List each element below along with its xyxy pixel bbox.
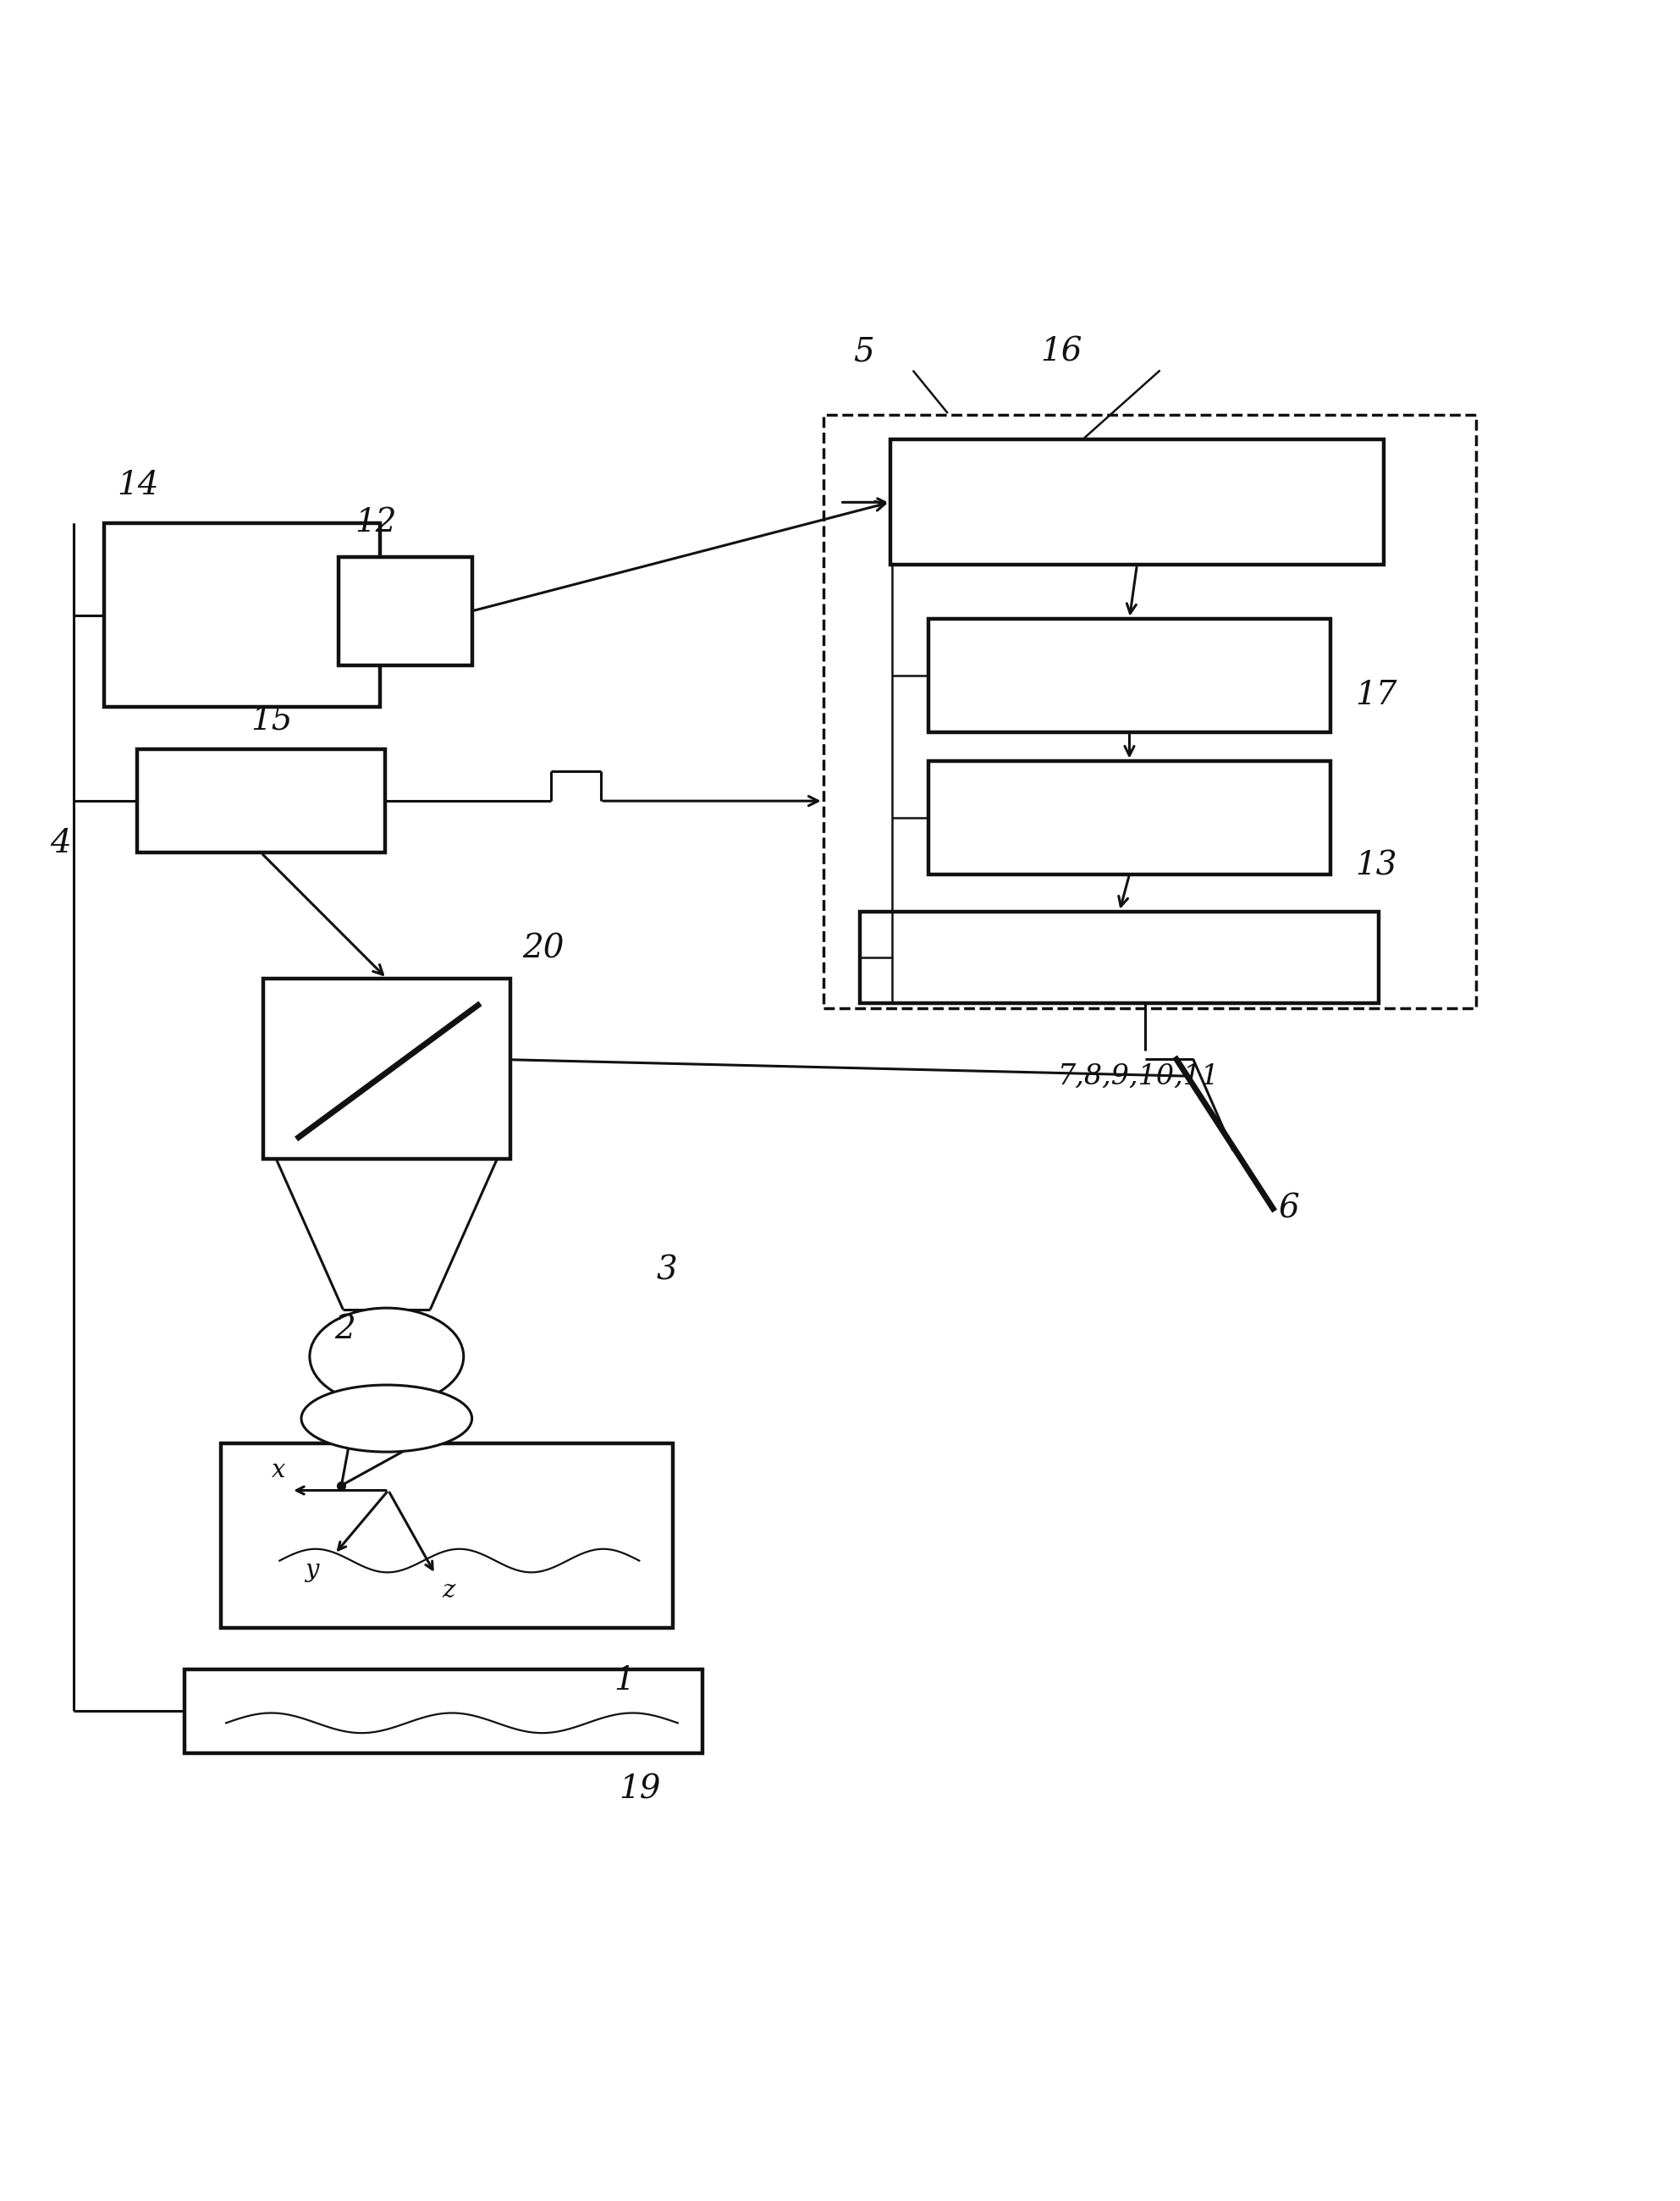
Bar <box>185 1668 702 1752</box>
Bar <box>222 1444 672 1627</box>
Bar <box>929 762 1331 874</box>
Text: 5: 5 <box>853 337 874 368</box>
Text: 16: 16 <box>1040 337 1082 368</box>
Text: 1: 1 <box>615 1664 635 1697</box>
Text: 7,8,9,10,11: 7,8,9,10,11 <box>1057 1063 1220 1089</box>
Text: 14: 14 <box>118 471 160 502</box>
Ellipse shape <box>301 1384 472 1453</box>
Text: 19: 19 <box>620 1774 660 1805</box>
Text: 20: 20 <box>522 933 564 964</box>
Text: 2: 2 <box>334 1314 356 1345</box>
Text: 3: 3 <box>655 1255 677 1285</box>
Text: 13: 13 <box>1356 850 1398 880</box>
Text: 17: 17 <box>1356 680 1398 711</box>
Bar <box>138 748 385 852</box>
Text: z: z <box>442 1578 455 1602</box>
Bar <box>890 440 1384 566</box>
Text: 6: 6 <box>1278 1193 1299 1224</box>
Text: x: x <box>270 1459 286 1481</box>
Bar <box>823 414 1475 1008</box>
Bar <box>338 557 472 665</box>
Text: 15: 15 <box>250 704 292 735</box>
Text: 4: 4 <box>50 828 71 861</box>
Ellipse shape <box>309 1307 464 1404</box>
Text: 12: 12 <box>354 506 396 539</box>
Bar <box>860 911 1379 1004</box>
Bar <box>929 618 1331 733</box>
Text: y: y <box>304 1558 319 1583</box>
Bar <box>262 979 511 1160</box>
Bar <box>104 524 380 707</box>
